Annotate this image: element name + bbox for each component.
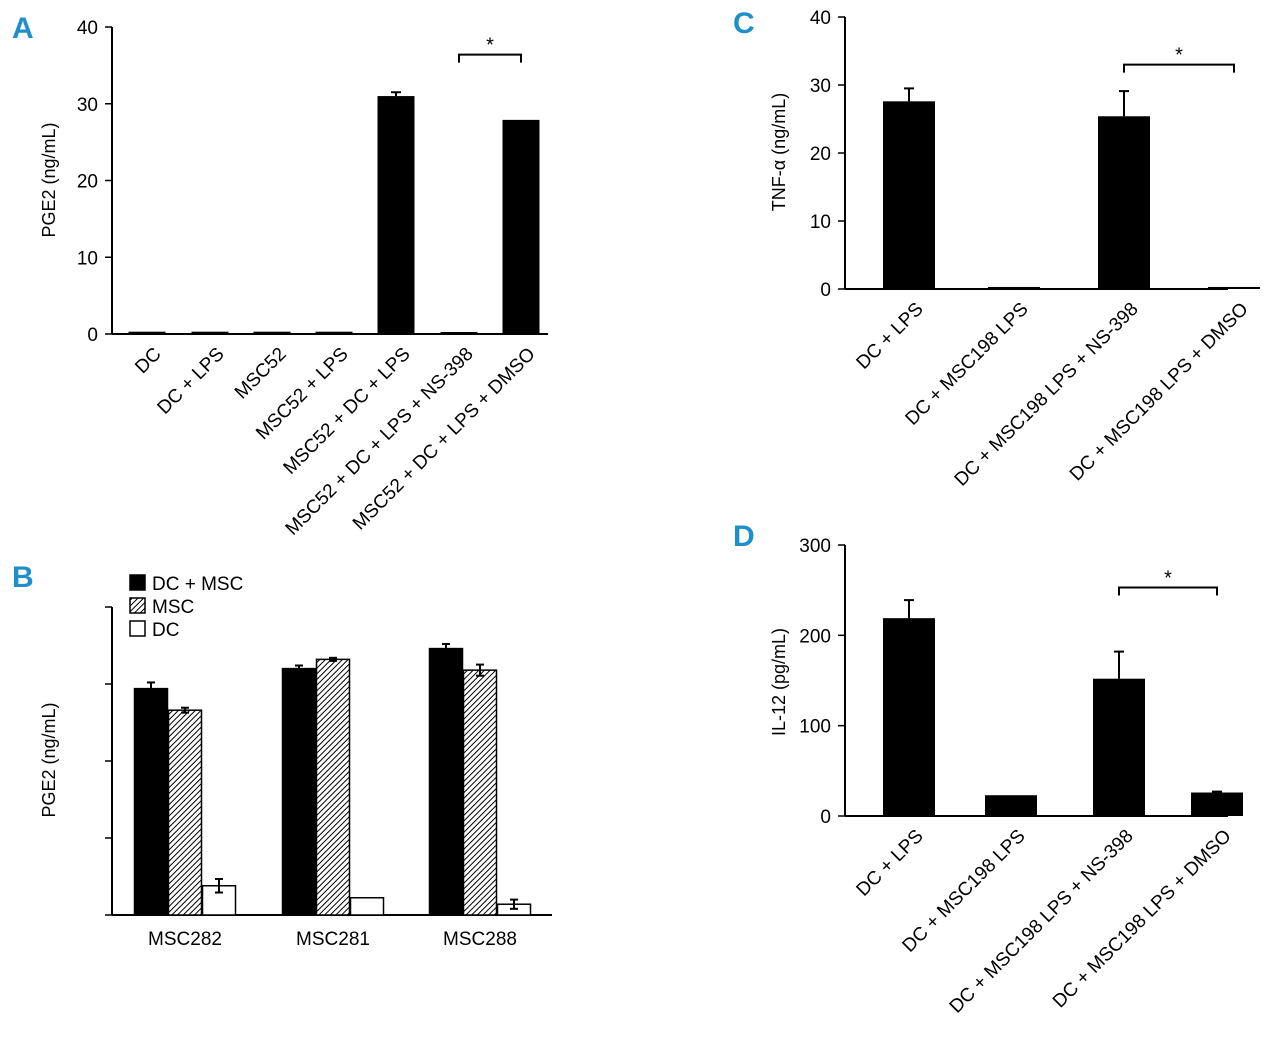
bar <box>883 101 935 289</box>
panel-letter: D <box>733 520 755 553</box>
bar <box>462 669 498 916</box>
significance-bracket <box>1118 586 1218 596</box>
bar <box>281 667 317 916</box>
legend-swatch <box>129 574 146 591</box>
bar <box>253 331 291 334</box>
y-axis-title: PGE2 (ng/mL) <box>39 702 59 817</box>
bar <box>1093 678 1145 816</box>
bar <box>440 332 478 334</box>
bar <box>428 647 464 916</box>
significance-bracket <box>458 53 522 63</box>
bar <box>1208 286 1260 289</box>
x-category-label: DC + LPS <box>853 826 928 901</box>
y-tick-label: 20 <box>810 144 831 165</box>
bar <box>1098 116 1150 289</box>
y-tick-label: 10 <box>810 212 831 233</box>
y-tick-label: 30 <box>810 76 831 97</box>
panel-c-chart: C 0 10 20 30 40 TNF-α (ng/mL) DC + LPS DC + MSC1… <box>733 7 1260 491</box>
panel-letter: A <box>12 12 34 45</box>
y-tick-label: 20 <box>77 172 98 193</box>
x-category-label: DC + MSC198 LPS + DMSO <box>1049 826 1236 1013</box>
bar <box>128 331 166 334</box>
bar <box>377 96 415 334</box>
x-category-label: MSC282 <box>148 929 222 950</box>
y-tick-label: 0 <box>820 280 831 301</box>
y-tick-label: 0 <box>820 807 831 828</box>
x-category-label: MSC288 <box>443 929 517 950</box>
x-category-label: DC <box>131 344 165 378</box>
x-category-label: MSC52 <box>231 344 291 404</box>
y-tick-label: 100 <box>799 717 831 738</box>
bar <box>349 897 385 916</box>
x-category-label: DC + LPS <box>154 344 229 419</box>
legend-label: MSC <box>152 597 194 618</box>
legend-swatch <box>129 620 146 637</box>
panel-b-chart: B PGE2 (ng/mL) MSC282 MSC281 MSC288 DC + MSCM… <box>12 561 552 950</box>
y-tick-label: 40 <box>810 8 831 29</box>
y-tick-label: 30 <box>77 95 98 116</box>
y-tick-label: 0 <box>87 325 98 346</box>
x-category-label: DC + MSC198 LPS + NS-398 <box>946 826 1138 1018</box>
significance-bracket <box>1123 63 1235 73</box>
legend-label: DC <box>152 620 179 641</box>
bar <box>502 119 540 335</box>
x-category-label: DC + MSC198 LPS + NS-398 <box>951 299 1143 491</box>
bar <box>167 709 203 916</box>
legend-label: DC + MSC <box>152 574 243 595</box>
bar <box>315 331 353 334</box>
bar <box>1191 792 1243 816</box>
y-tick-label: 200 <box>799 626 831 647</box>
legend-swatch <box>129 597 146 614</box>
x-category-label: MSC281 <box>296 929 370 950</box>
x-category-label: DC + LPS <box>853 299 928 374</box>
significance-asterisk: * <box>1175 45 1183 67</box>
significance-asterisk: * <box>486 35 494 57</box>
bar <box>133 687 169 916</box>
panel-letter: B <box>12 561 34 594</box>
y-axis-title: TNF-α (ng/mL) <box>769 93 789 211</box>
bar <box>883 618 935 816</box>
panel-letter: C <box>733 7 755 40</box>
y-axis-title: IL-12 (pg/mL) <box>769 628 789 736</box>
y-tick-label: 10 <box>77 248 98 269</box>
significance-asterisk: * <box>1164 567 1172 589</box>
x-category-label: DC + MSC198 LPS + DMSO <box>1066 299 1253 486</box>
bar <box>988 286 1040 289</box>
y-axis-title: PGE2 (ng/mL) <box>39 122 59 237</box>
bar <box>191 331 229 334</box>
y-tick-label: 40 <box>77 18 98 39</box>
bar <box>985 795 1037 816</box>
y-tick-label: 300 <box>799 536 831 557</box>
bar <box>315 658 351 916</box>
